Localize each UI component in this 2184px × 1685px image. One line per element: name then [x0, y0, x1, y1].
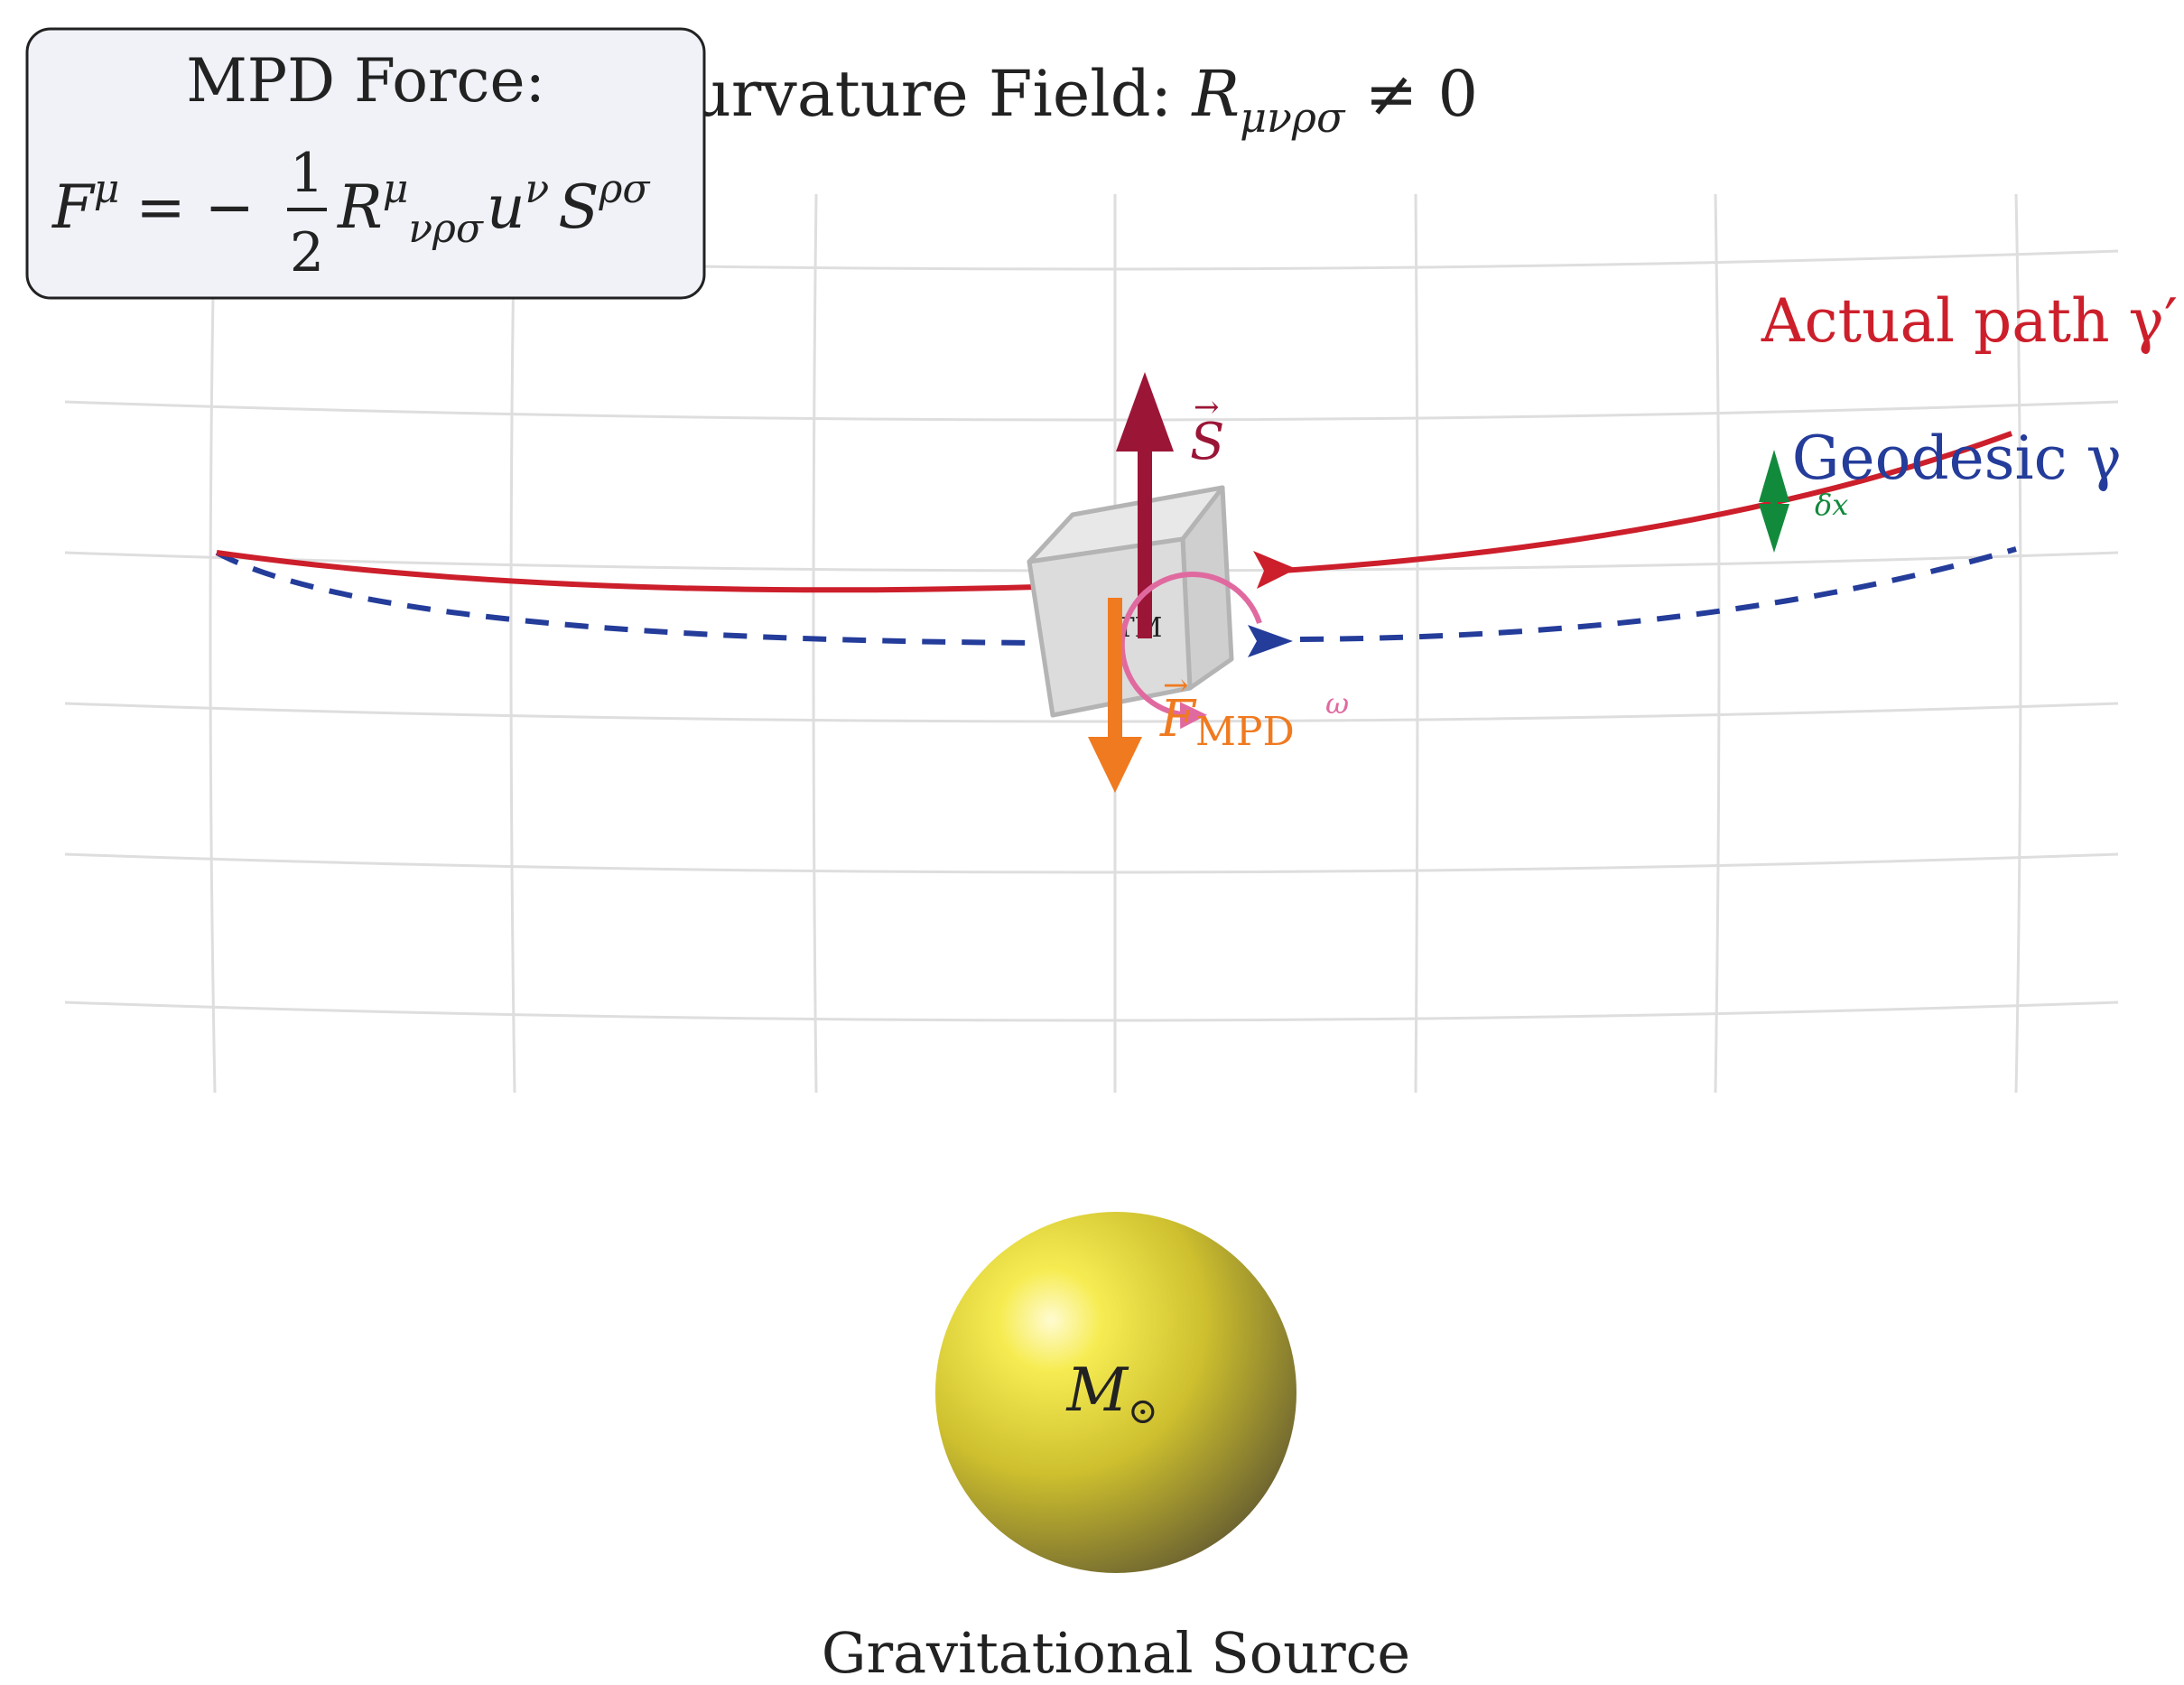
grid-line: [64, 702, 2119, 723]
formula-box: MPD Force: Fμ = − 1 2 Rμνρσuν Sρσ: [25, 27, 706, 300]
source-caption: Gravitational Source: [822, 1620, 1410, 1685]
grid-line: [64, 852, 2119, 874]
gravitational-source-sphere: [935, 1212, 1296, 1573]
rotation-arc: [1119, 572, 1262, 730]
geodesic-arrowhead: [1248, 625, 1293, 657]
spin-vector-label: S: [1190, 413, 1224, 471]
grid-line: [2014, 193, 2022, 1094]
grid-line: [64, 400, 2119, 422]
spin-vector-arrow-accent: →: [1194, 389, 1220, 425]
grid-line: [209, 193, 217, 1094]
geodesic-path: [215, 550, 1041, 646]
grid-line: [509, 193, 516, 1094]
mpd-force-label: FMPD: [1159, 690, 1295, 755]
grid-line: [1714, 193, 1721, 1094]
grid-line: [1414, 193, 1419, 1094]
delta-x-label: δx: [1815, 488, 1848, 522]
mpd-force-arrow: [1088, 598, 1142, 793]
actual-path: [1281, 431, 2013, 573]
actual-path: [216, 550, 1039, 593]
geodesic-label: Geodesic γ: [1792, 424, 2122, 493]
spacetime-grid: [64, 193, 2119, 1094]
grid-line: [812, 193, 818, 1094]
actual-path-label: Actual path γ′: [1761, 286, 2178, 356]
mass-label: M⊙: [1065, 1355, 1157, 1432]
actual-path-arrowhead: [1253, 551, 1296, 589]
formula-fraction-numerator: 1: [290, 142, 324, 205]
formula-heading: MPD Force:: [186, 46, 545, 116]
formula-rhs: Rμνρσuν Sρσ: [337, 166, 651, 252]
grid-line: [64, 1001, 2119, 1022]
formula-lhs: Fμ = −: [51, 166, 255, 242]
formula-fraction-bar: [287, 208, 327, 211]
mpd-force-arrow-accent: →: [1163, 667, 1189, 703]
formula-fraction-denominator: 2: [290, 221, 324, 284]
omega-label: ω: [1325, 686, 1349, 721]
deviation-arrow: [1759, 450, 1789, 553]
